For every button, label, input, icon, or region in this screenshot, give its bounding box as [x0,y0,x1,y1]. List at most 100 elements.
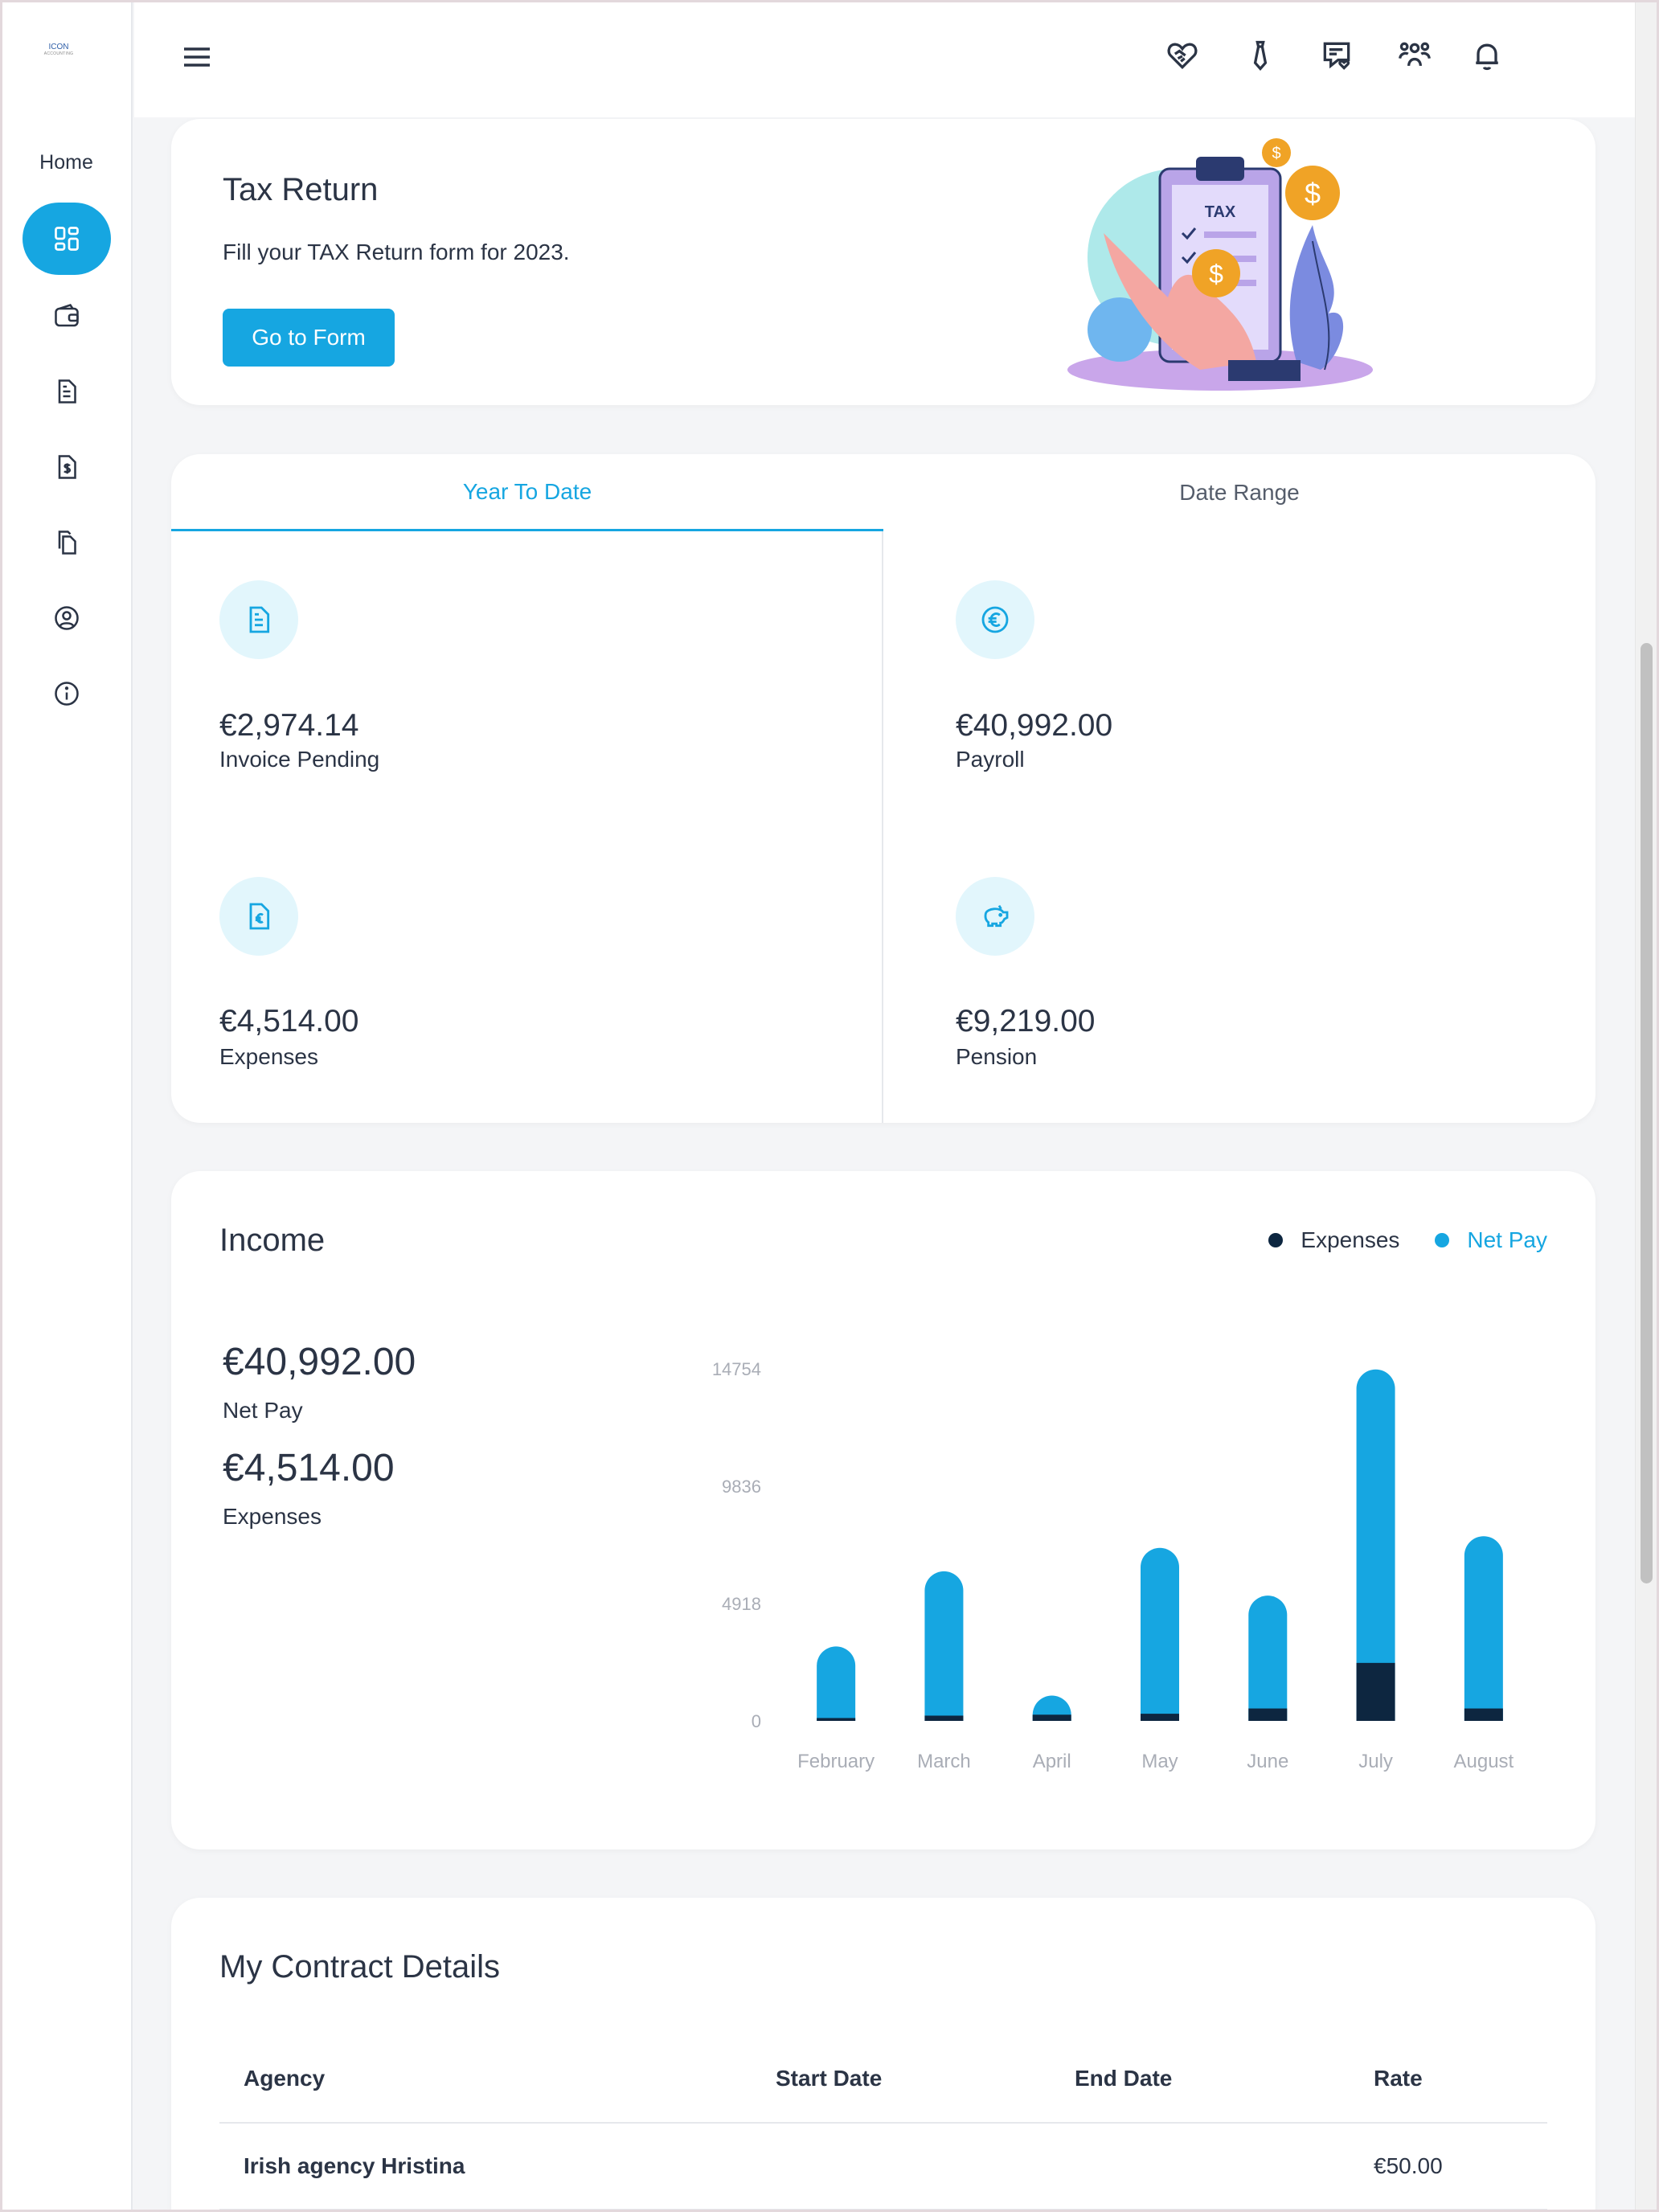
legend-net-pay-label: Net Pay [1467,1227,1547,1252]
legend-expenses-dot [1268,1233,1284,1247]
top-bar [134,0,1635,117]
pension-value: €9,219.00 [956,1004,1096,1038]
rate-cell: €50.00 [1374,2123,1547,2210]
expenses-bar[interactable] [1248,1708,1288,1721]
sidebar-item-wallet[interactable] [23,280,111,352]
contract-title: My Contract Details [219,1949,500,1985]
sidebar-item-documents[interactable] [23,355,111,428]
invoice-pending-value: €2,974.14 [219,708,359,743]
net-pay-bar[interactable] [1141,1547,1179,1721]
tax-return-title: Tax Return [223,172,379,207]
column-header-start-date: Start Date [776,2034,1075,2124]
expenses-bar[interactable] [1356,1662,1395,1721]
page-scrollbar[interactable] [1635,0,1657,2212]
menu-icon[interactable] [182,45,211,69]
dashboard-icon [55,227,79,251]
income-bar-chart: 0 4918 9836 14754 February March April May June J… [712,1359,1514,1772]
x-tick-label: April [1033,1751,1071,1772]
tie-icon[interactable] [1242,37,1279,74]
net-pay-bar[interactable] [924,1571,964,1721]
payroll-value: €40,992.00 [956,708,1113,743]
table-row[interactable]: Irish agency Hristina €50.00 [219,2123,1547,2210]
x-tick-label: March [917,1751,971,1772]
x-tick-label: February [797,1751,875,1772]
people-icon[interactable] [1396,37,1433,74]
home-label: Home [39,151,93,174]
column-header-rate: Rate [1374,2034,1547,2124]
table-header-row: Agency Start Date End Date Rate [219,2034,1547,2124]
go-to-form-button[interactable]: Go to Form [223,309,395,367]
invoice-dollar-icon [58,455,76,479]
net-pay-label: Net Pay [223,1398,303,1423]
summary-card: Year To Date Date Range €2,974.14 Invoic… [171,454,1596,1123]
sidebar-item-dashboard[interactable] [23,203,111,275]
income-card: Income Expenses Net Pay €40,992.00 Net P… [171,1171,1596,1849]
y-tick-label: 0 [752,1711,761,1731]
x-tick-label: July [1358,1751,1393,1772]
net-pay-bar[interactable] [1464,1536,1503,1721]
column-header-agency: Agency [219,2034,776,2124]
legend-expenses[interactable]: Expenses [1268,1227,1399,1253]
agency-cell: Irish agency Hristina [219,2123,776,2210]
document-icon [58,379,76,403]
sidebar: ICON ACCOUNTING Home [0,0,133,2212]
contract-card: My Contract Details Agency Start Date En… [171,1898,1596,2212]
svg-text:$: $ [1209,260,1223,289]
logo-sub: ACCOUNTING [43,51,74,56]
bell-icon[interactable] [1469,37,1505,74]
start-date-cell [776,2123,1075,2210]
expenses-value: €4,514.00 [219,1004,359,1038]
payroll-label: Payroll [956,747,1025,772]
tab-year-to-date[interactable]: Year To Date [171,454,883,531]
sidebar-item-invoices[interactable] [23,431,111,503]
tax-illustration: TAX $ $ $ [1067,138,1373,391]
euro-icon [956,580,1034,659]
svg-text:$: $ [1305,177,1321,210]
document-icon [219,580,298,659]
y-tick-label: 4918 [722,1594,761,1614]
legend-net-pay[interactable]: Net Pay [1435,1227,1547,1253]
handshake-heart-icon[interactable] [1164,37,1201,74]
net-pay-bar[interactable] [817,1646,856,1721]
expenses-bar[interactable] [1032,1714,1071,1721]
stats-divider [882,531,883,1123]
end-date-cell [1075,2123,1374,2210]
net-pay-bar[interactable] [1356,1369,1395,1721]
euro-file-icon [219,877,298,956]
tab-date-range[interactable]: Date Range [1179,480,1300,505]
legend-expenses-label: Expenses [1301,1227,1400,1252]
wallet-icon [55,303,79,327]
message-heart-icon[interactable] [1318,37,1355,74]
net-pay-bar[interactable] [1248,1596,1288,1721]
logo-main: ICON [48,43,69,51]
income-title: Income [219,1223,326,1258]
tax-return-card: Tax Return Fill your TAX Return form for… [171,119,1596,405]
x-tick-label: June [1247,1751,1288,1772]
invoice-pending-label: Invoice Pending [219,747,380,772]
pension-label: Pension [956,1044,1038,1069]
expenses-bar[interactable] [1464,1708,1503,1721]
svg-text:$: $ [1272,145,1280,162]
tax-return-subtitle: Fill your TAX Return form for 2023. [223,240,570,264]
x-tick-label: May [1141,1751,1178,1772]
column-header-end-date: End Date [1075,2034,1374,2124]
scrollbar-thumb[interactable] [1641,643,1653,1583]
chart-legend: Expenses Net Pay [1233,1227,1547,1253]
expenses-bar[interactable] [817,1718,856,1721]
tax-illustration-text: TAX [1205,203,1236,221]
sidebar-item-info[interactable] [23,657,111,730]
sidebar-item-files[interactable] [23,506,111,579]
expenses-bar[interactable] [924,1715,964,1721]
net-pay-bar[interactable] [1032,1695,1071,1721]
y-tick-label: 9836 [722,1477,761,1497]
x-tick-label: August [1453,1751,1514,1772]
contract-table: Agency Start Date End Date Rate Irish ag… [219,2034,1547,2210]
user-circle-icon [55,606,79,630]
expenses-bar[interactable] [1141,1714,1179,1721]
expenses-label: Expenses [219,1044,318,1069]
logo[interactable]: ICON ACCOUNTING [35,43,82,58]
net-pay-value: €40,992.00 [223,1341,416,1383]
sidebar-item-profile[interactable] [23,582,111,654]
income-expenses-value: €4,514.00 [223,1447,395,1489]
y-tick-label: 14754 [712,1359,761,1379]
